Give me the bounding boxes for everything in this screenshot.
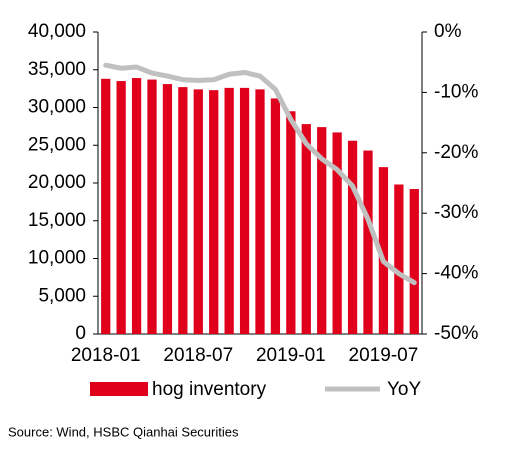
y-tick-label: 30,000 <box>28 97 86 118</box>
bar <box>209 90 219 334</box>
y-tick-label: 40,000 <box>28 21 86 42</box>
y2-tick-label: -10% <box>434 81 478 102</box>
x-tick-label: 2018-07 <box>163 345 233 366</box>
bar <box>255 89 265 334</box>
y2-tick-label: 0% <box>434 21 462 42</box>
bar <box>317 127 327 334</box>
bar <box>347 140 358 334</box>
bar <box>101 78 111 334</box>
bar <box>286 111 296 335</box>
y-tick-label: 0 <box>75 323 86 344</box>
bar <box>193 89 203 334</box>
bar <box>116 81 126 334</box>
x-tick-label: 2019-01 <box>256 345 326 366</box>
bar <box>409 189 419 334</box>
bar <box>301 124 311 334</box>
y2-tick-label: -20% <box>434 142 478 163</box>
y-tick-label: 5,000 <box>38 285 86 306</box>
y-tick-label: 20,000 <box>28 172 86 193</box>
bar <box>239 87 250 335</box>
bar <box>178 87 188 335</box>
legend-label: YoY <box>387 379 421 400</box>
source: Source: Wind, HSBC Qianhai Securities <box>8 424 239 439</box>
line <box>103 62 417 286</box>
bar <box>270 98 281 334</box>
bar <box>363 150 373 334</box>
legend-label: hog inventory <box>152 379 267 400</box>
y-tick-label: 35,000 <box>28 59 86 80</box>
x-tick-label: 2019-07 <box>349 345 419 366</box>
bar <box>147 79 157 334</box>
legend-swatch <box>90 382 148 396</box>
y-tick-label: 15,000 <box>28 210 86 231</box>
y-tick-label: 25,000 <box>28 134 86 155</box>
bar <box>162 84 173 334</box>
bar <box>131 78 142 335</box>
bar <box>224 87 234 335</box>
bar <box>378 167 389 334</box>
y2-tick-label: -40% <box>434 263 478 284</box>
y-tick-label: 10,000 <box>28 248 86 269</box>
y2-tick-label: -50% <box>434 323 478 344</box>
x-tick-label: 2018-01 <box>71 345 141 366</box>
y2-tick-label: -30% <box>434 202 478 223</box>
bar <box>332 132 342 334</box>
bar <box>394 184 404 334</box>
